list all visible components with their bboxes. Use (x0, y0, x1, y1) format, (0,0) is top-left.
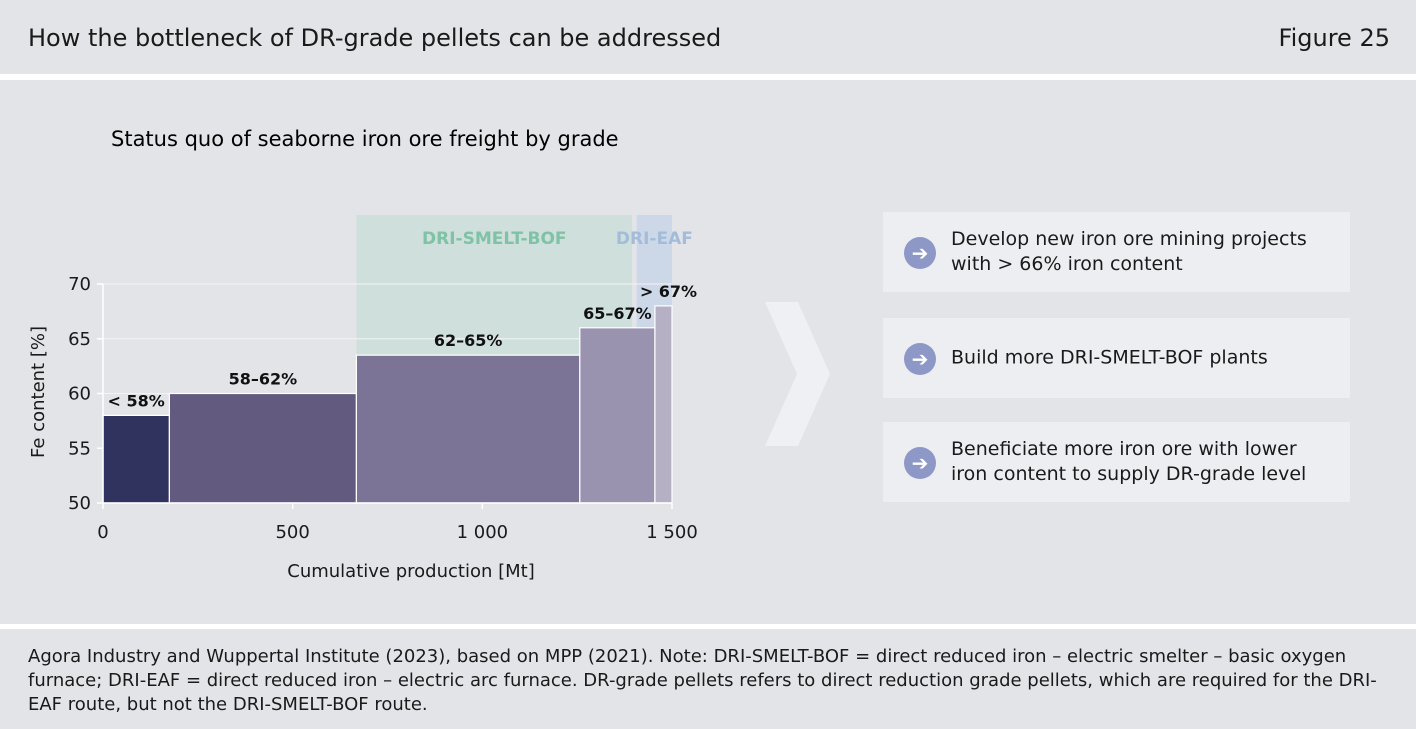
y-tick-label-2: 60 (68, 384, 91, 405)
route-label-0: DRI-SMELT-BOF (422, 229, 567, 249)
x-tick-label-1: 500 (275, 522, 309, 543)
arrow-right-icon: ➔ (904, 447, 936, 479)
y-tick-label-1: 55 (68, 438, 91, 459)
route-label-1: DRI-EAF (616, 229, 693, 249)
arrow-right-icon: ➔ (904, 343, 936, 375)
chart-subtitle: Status quo of seaborne iron ore freight … (111, 127, 619, 151)
figure-header: How the bottleneck of DR-grade pellets c… (0, 0, 1416, 74)
figure-title: How the bottleneck of DR-grade pellets c… (28, 24, 722, 52)
x-tick-label-2: 1 000 (457, 522, 509, 543)
x-tick-label-3: 1 500 (646, 522, 698, 543)
bars: < 58% 58–62% 62–65% 65–67% > 67% (102, 282, 697, 504)
bar-4 (654, 305, 673, 504)
source-note: Agora Industry and Wuppertal Institute (… (28, 646, 1377, 715)
y-tick-label-0: 50 (68, 493, 91, 514)
bar-3 (579, 327, 656, 504)
source-footer: Agora Industry and Wuppertal Institute (… (0, 629, 1416, 729)
bar-label-3: 65–67% (583, 304, 652, 323)
figure-number: Figure 25 (1278, 24, 1390, 52)
chevron-arrow-icon (765, 302, 830, 446)
bar-label-4: > 67% (640, 282, 697, 301)
action-card-3: ➔ Beneficiate more iron ore with lower i… (883, 422, 1350, 502)
bar-label-0: < 58% (108, 391, 165, 410)
arrow-right-icon: ➔ (904, 237, 936, 269)
axes: 50 55 60 65 70 0 500 1 000 1 500 (68, 274, 698, 543)
chart-area: Status quo of seaborne iron ore freight … (28, 127, 830, 582)
action-card-2: ➔ Build more DRI-SMELT-BOF plants (883, 318, 1350, 398)
bar-label-2: 62–65% (434, 331, 503, 350)
y-tick-label-3: 65 (68, 329, 91, 350)
y-axis-label: Fe content [%] (28, 326, 49, 458)
y-tick-label-4: 70 (68, 274, 91, 295)
bar-label-1: 58–62% (229, 370, 298, 389)
action-text-1: Develop new iron ore mining projects wit… (951, 228, 1307, 275)
bar-0 (102, 414, 170, 504)
action-text-2: Build more DRI-SMELT-BOF plants (951, 346, 1268, 369)
bar-1 (168, 392, 357, 504)
bar-2 (355, 354, 581, 504)
x-axis-label: Cumulative production [Mt] (287, 561, 534, 582)
x-tick-label-0: 0 (97, 522, 108, 543)
action-text-3: Beneficiate more iron ore with lower iro… (951, 438, 1307, 485)
action-card-1: ➔ Develop new iron ore mining projects w… (883, 212, 1350, 292)
